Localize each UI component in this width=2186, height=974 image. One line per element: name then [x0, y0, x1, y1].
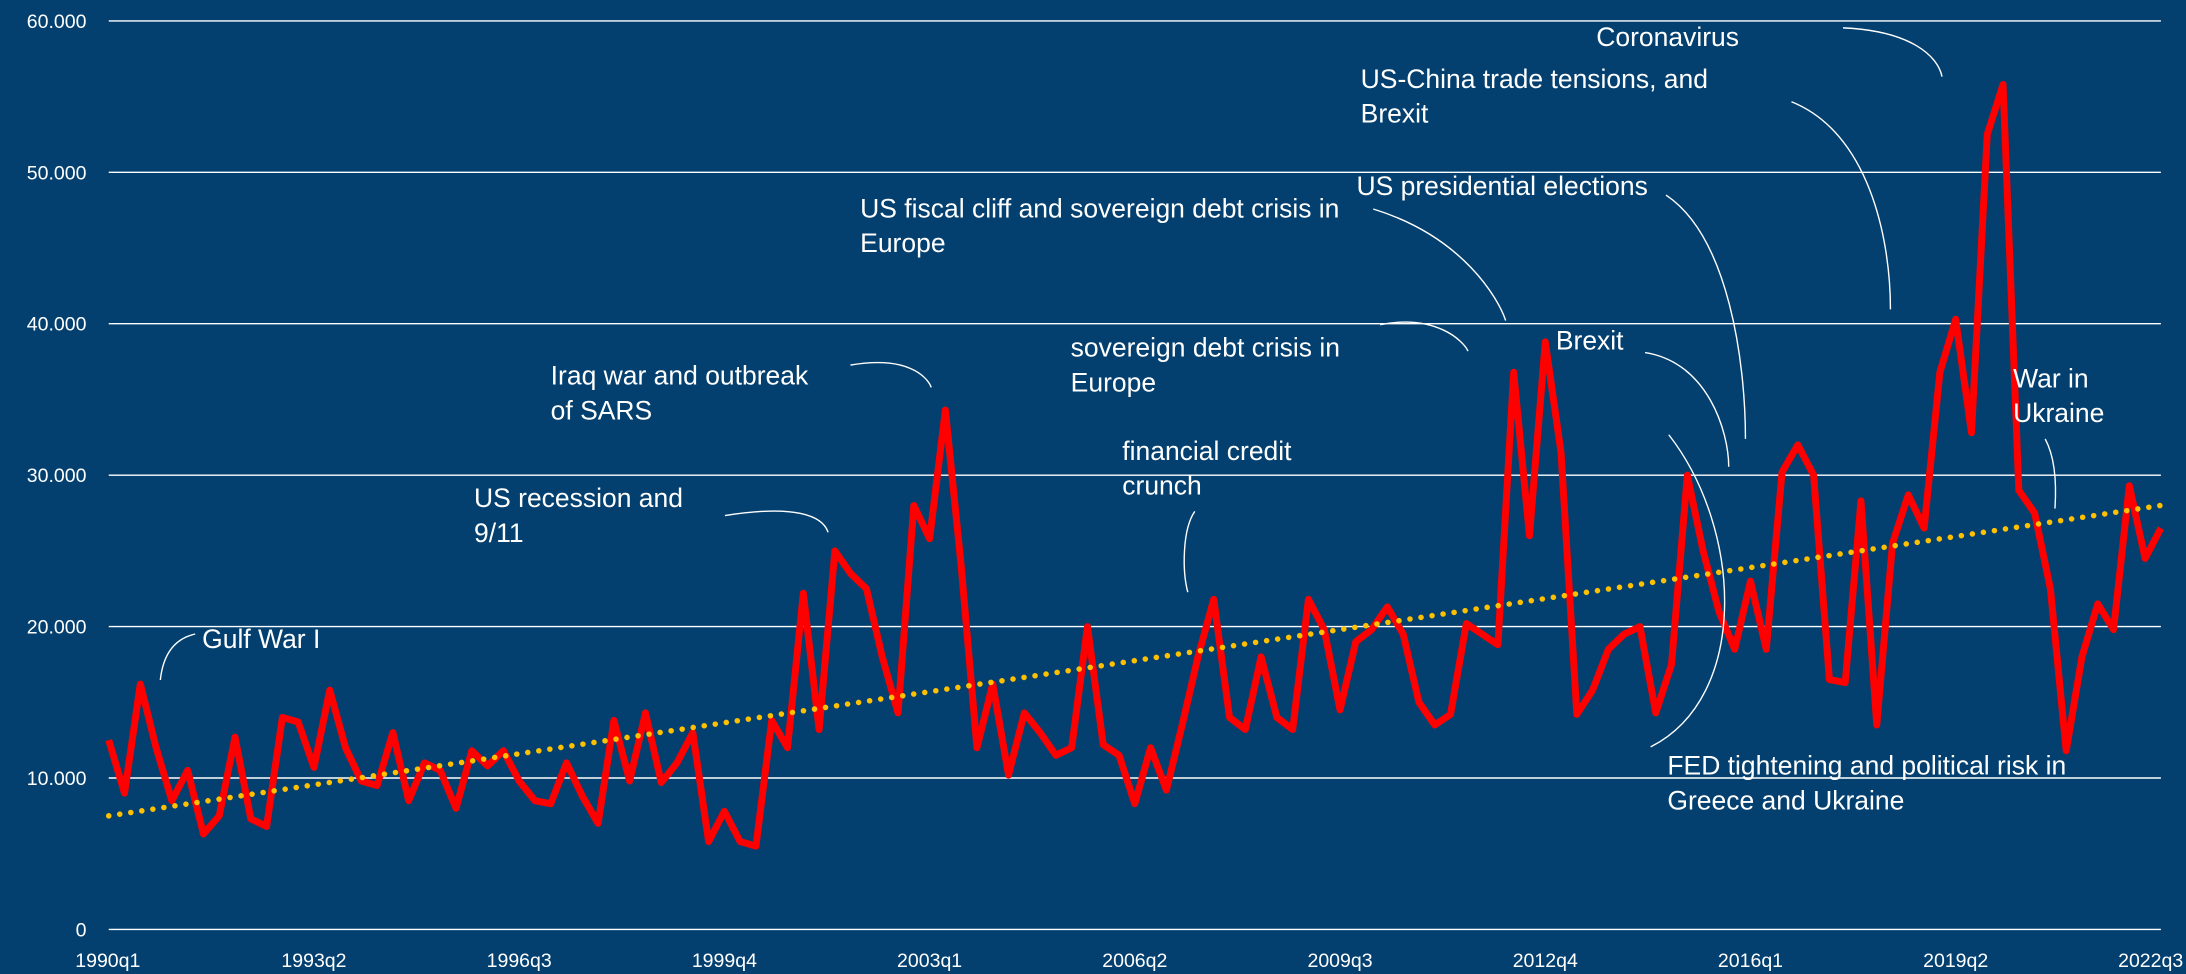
- y-tick-label: 30.000: [27, 465, 87, 487]
- annotation: Ukraine: [2013, 398, 2104, 428]
- annotation-leader: [1650, 434, 1726, 748]
- annotation: Brexit: [1361, 99, 1429, 129]
- x-tick-label: 2003q1: [897, 950, 962, 972]
- y-tick-label: 20.000: [27, 617, 87, 639]
- annotation: Gulf War I: [202, 624, 320, 654]
- annotation-leader: [724, 510, 829, 533]
- data-line: [105, 81, 2164, 850]
- annotation: Europe: [860, 228, 945, 258]
- annotation-leader: [1843, 27, 1943, 77]
- annotation: Greece and Ukraine: [1667, 786, 1904, 816]
- annotation: US presidential elections: [1356, 171, 1647, 201]
- x-tick-label: 1990q1: [75, 950, 140, 972]
- annotation-leader: [159, 633, 196, 681]
- annotation-leader: [1183, 510, 1196, 593]
- y-tick-label: 50.000: [27, 162, 87, 184]
- x-tick-label: 2006q2: [1102, 950, 1167, 972]
- x-tick-label: 2012q4: [1513, 950, 1578, 972]
- annotation: US fiscal cliff and sovereign debt crisi…: [860, 193, 1339, 223]
- annotation: US-China trade tensions, and: [1361, 64, 1708, 94]
- annotation: crunch: [1122, 471, 1201, 501]
- x-tick-label: 1993q2: [281, 950, 346, 972]
- x-tick-label: 2016q1: [1718, 950, 1783, 972]
- annotation: 9/11: [474, 518, 524, 548]
- annotation: Europe: [1071, 368, 1156, 398]
- annotation: War in: [2013, 363, 2089, 393]
- annotation: Brexit: [1556, 326, 1624, 356]
- x-tick-label: 2009q3: [1307, 950, 1372, 972]
- annotation-leader: [1644, 351, 1730, 467]
- annotation: financial credit: [1122, 436, 1292, 466]
- annotation-leader: [1373, 208, 1507, 321]
- x-tick-label: 1996q3: [487, 950, 552, 972]
- annotation-leader: [1665, 194, 1747, 439]
- annotation-leader: [1791, 101, 1892, 310]
- annotation: Iraq war and outbreak: [551, 361, 809, 391]
- trend-line: [105, 502, 2164, 819]
- annotation: sovereign debt crisis in: [1071, 333, 1340, 363]
- annotation: US recession and: [474, 483, 683, 513]
- annotation: Coronavirus: [1596, 22, 1739, 52]
- annotation-leader: [850, 361, 932, 388]
- x-tick-label: 1999q4: [692, 950, 757, 972]
- y-tick-label: 0: [76, 919, 87, 941]
- annotation: of SARS: [551, 395, 653, 425]
- y-tick-label: 60.000: [27, 11, 87, 33]
- annotation-leader: [1380, 321, 1469, 352]
- y-tick-label: 10.000: [27, 768, 87, 790]
- y-tick-label: 40.000: [27, 314, 87, 336]
- annotation: FED tightening and political risk in: [1667, 751, 2066, 781]
- x-tick-label: 2019q2: [1923, 950, 1988, 972]
- x-tick-label: 2022q3: [2118, 950, 2183, 972]
- annotation-leader: [2044, 438, 2057, 509]
